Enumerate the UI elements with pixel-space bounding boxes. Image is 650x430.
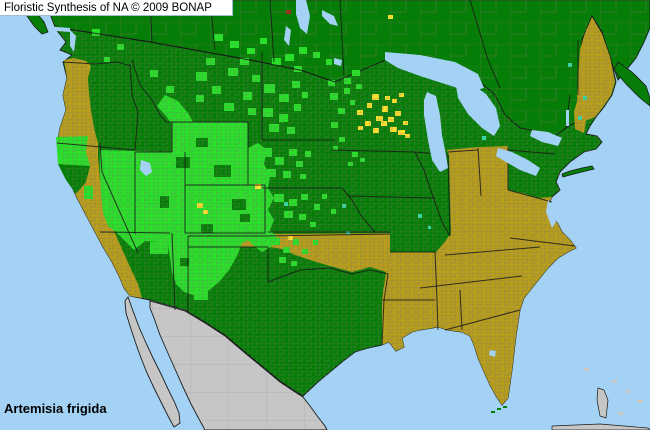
- map-title-bar: Floristic Synthesis of NA © 2009 BONAP: [0, 0, 233, 16]
- long-island: [561, 165, 595, 178]
- bahamas-andros: [596, 387, 609, 419]
- nova-scotia: [613, 61, 650, 107]
- lakes: [44, 0, 569, 357]
- species-label: Artemisia frigida: [4, 401, 107, 416]
- map-title-text: Floristic Synthesis of NA © 2009 BONAP: [4, 2, 212, 14]
- cuba-coast: [551, 423, 650, 430]
